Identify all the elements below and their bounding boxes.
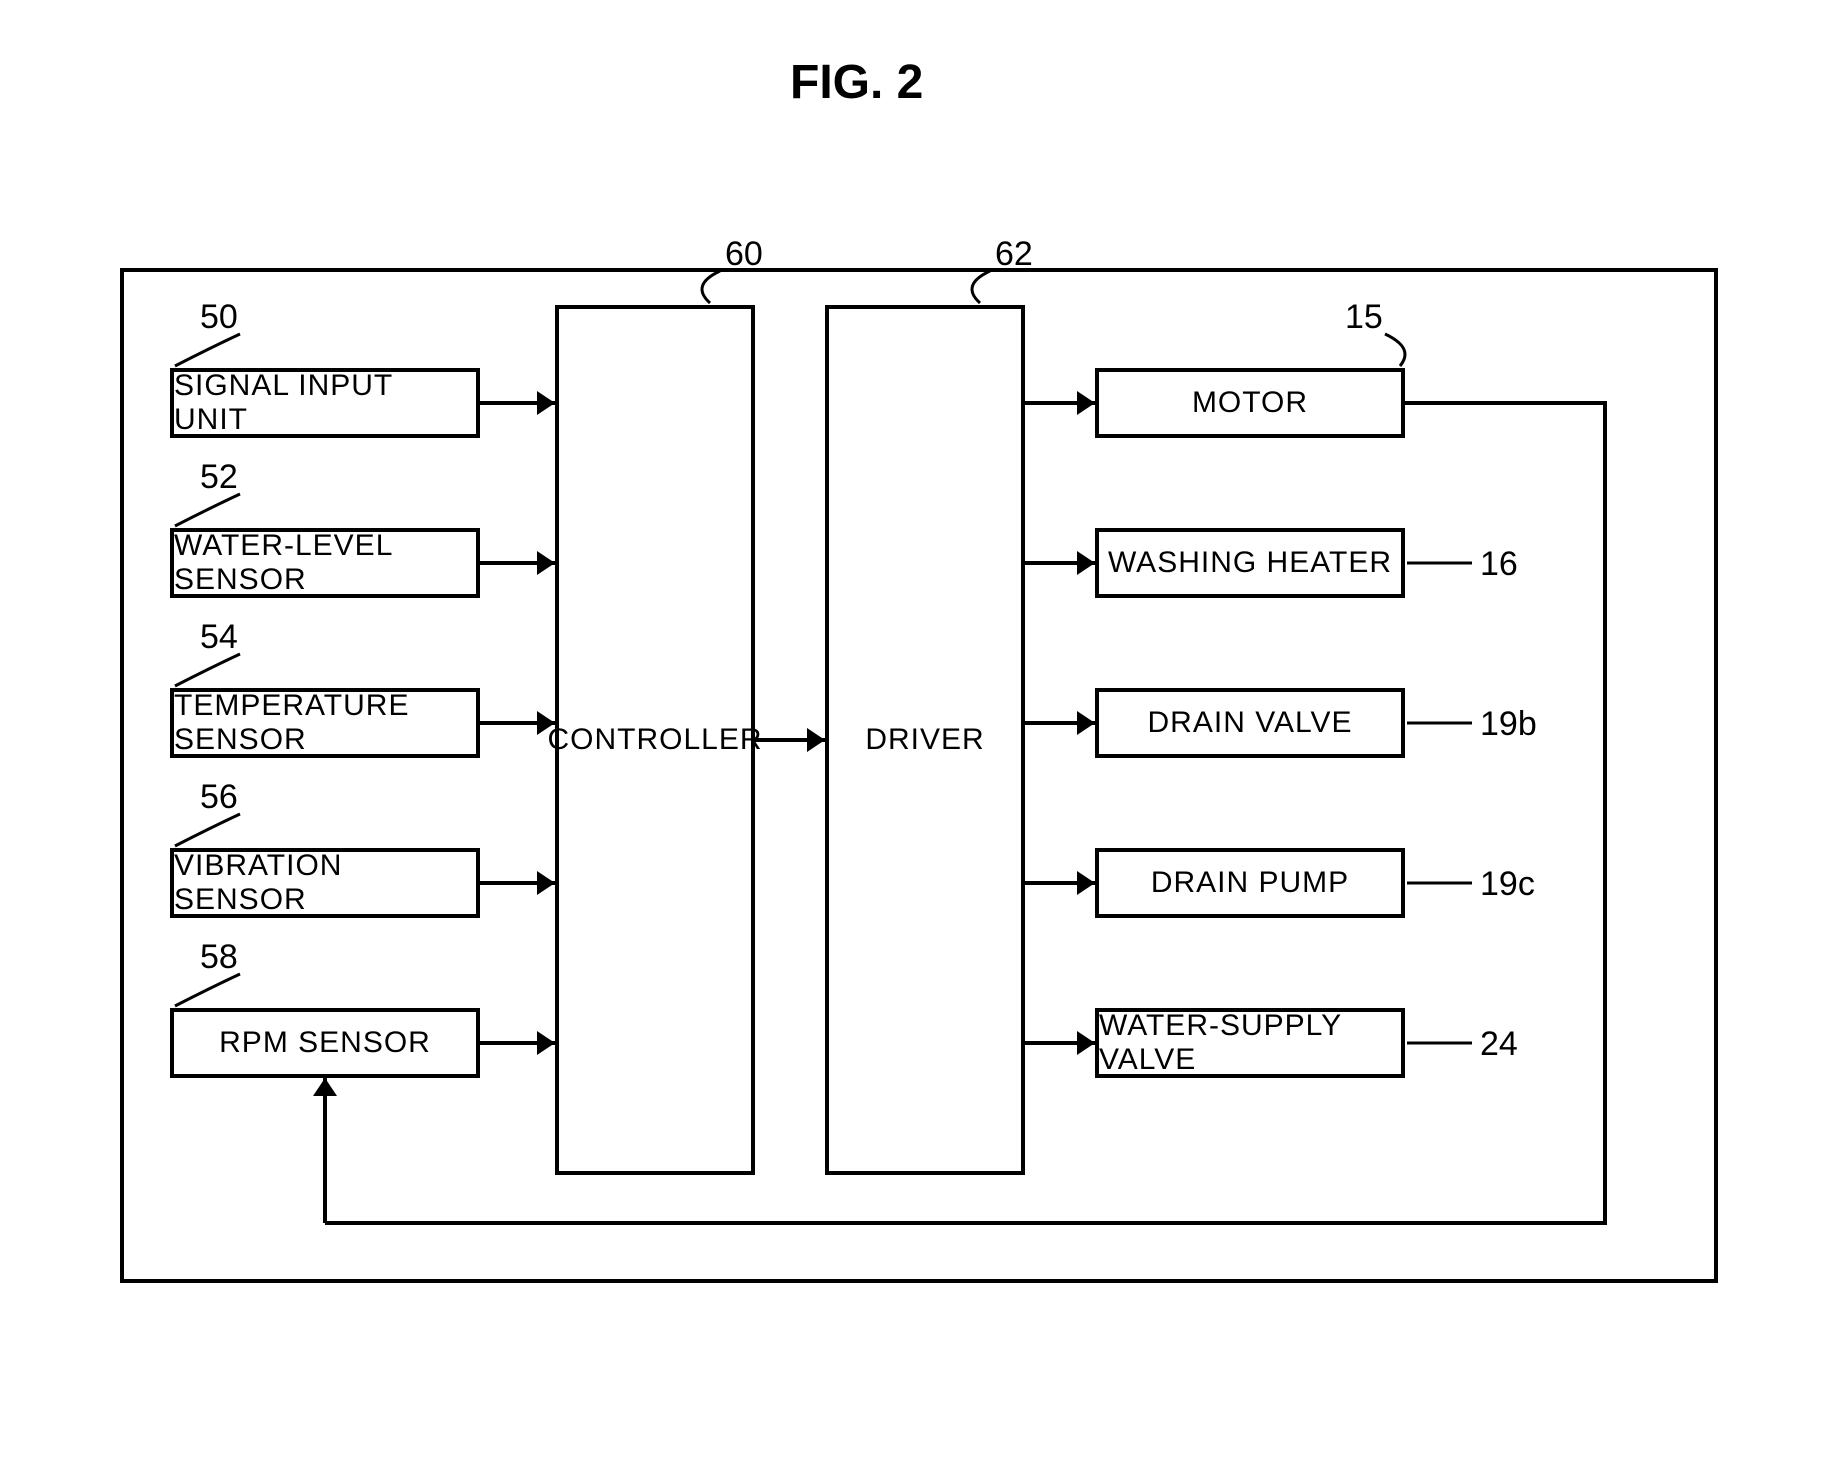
- block-label: SIGNAL INPUT UNIT: [174, 369, 476, 437]
- block-label: CONTROLLER: [547, 723, 762, 757]
- block-label: TEMPERATURE SENSOR: [174, 689, 476, 757]
- block-label: WATER-LEVEL SENSOR: [174, 529, 476, 597]
- block-label: DRAIN VALVE: [1148, 706, 1353, 740]
- ref-vibration: 56: [200, 778, 238, 817]
- block-water_supply: WATER-SUPPLY VALVE: [1095, 1008, 1405, 1078]
- ref-driver: 62: [995, 235, 1033, 274]
- block-signal_input: SIGNAL INPUT UNIT: [170, 368, 480, 438]
- block-label: DRAIN PUMP: [1151, 866, 1349, 900]
- ref-drain_pump: 19c: [1480, 865, 1535, 904]
- block-water_level: WATER-LEVEL SENSOR: [170, 528, 480, 598]
- diagram-canvas: FIG. 2 SIGNAL INPUT UNIT WATER-LEVEL SENS…: [0, 0, 1829, 1483]
- ref-temperature: 54: [200, 618, 238, 657]
- ref-signal_input: 50: [200, 298, 238, 337]
- ref-drain_valve: 19b: [1480, 705, 1537, 744]
- block-drain_valve: DRAIN VALVE: [1095, 688, 1405, 758]
- block-label: WATER-SUPPLY VALVE: [1099, 1009, 1401, 1077]
- block-label: VIBRATION SENSOR: [174, 849, 476, 917]
- block-motor: MOTOR: [1095, 368, 1405, 438]
- block-label: DRIVER: [865, 723, 984, 757]
- block-driver: DRIVER: [825, 305, 1025, 1175]
- block-washing_heater: WASHING HEATER: [1095, 528, 1405, 598]
- ref-rpm: 58: [200, 938, 238, 977]
- block-controller: CONTROLLER: [555, 305, 755, 1175]
- ref-washing_heater: 16: [1480, 545, 1518, 584]
- block-drain_pump: DRAIN PUMP: [1095, 848, 1405, 918]
- ref-water_supply: 24: [1480, 1025, 1518, 1064]
- ref-water_level: 52: [200, 458, 238, 497]
- figure-title: FIG. 2: [790, 55, 923, 110]
- block-label: RPM SENSOR: [219, 1026, 431, 1060]
- block-vibration: VIBRATION SENSOR: [170, 848, 480, 918]
- block-label: MOTOR: [1192, 386, 1308, 420]
- block-rpm: RPM SENSOR: [170, 1008, 480, 1078]
- block-temperature: TEMPERATURE SENSOR: [170, 688, 480, 758]
- ref-controller: 60: [725, 235, 763, 274]
- block-label: WASHING HEATER: [1108, 546, 1392, 580]
- ref-motor: 15: [1345, 298, 1383, 337]
